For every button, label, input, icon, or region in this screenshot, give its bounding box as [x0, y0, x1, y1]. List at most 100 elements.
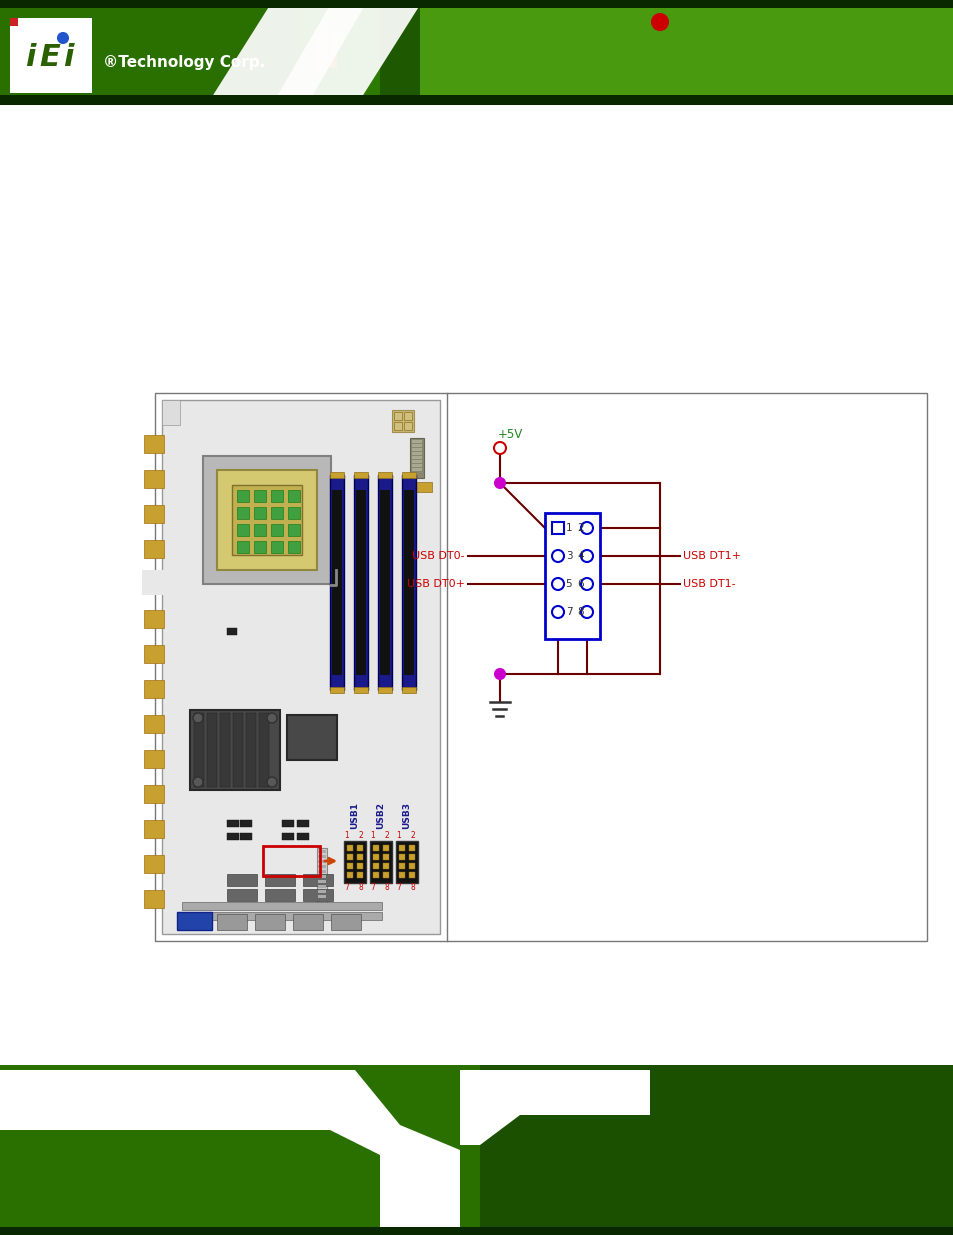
- Text: 2: 2: [410, 831, 415, 841]
- Bar: [263, 846, 319, 876]
- Bar: [370, 841, 392, 883]
- Bar: [401, 475, 416, 690]
- Bar: [227, 874, 256, 885]
- Bar: [287, 715, 336, 760]
- Bar: [377, 472, 392, 478]
- Bar: [253, 524, 266, 536]
- Bar: [216, 471, 316, 571]
- Bar: [142, 571, 166, 595]
- Text: E: E: [39, 43, 60, 73]
- Bar: [479, 1065, 953, 1235]
- Bar: [410, 482, 432, 492]
- Text: 2: 2: [358, 831, 363, 841]
- Bar: [409, 872, 415, 878]
- Bar: [271, 508, 283, 519]
- Bar: [144, 855, 164, 873]
- Bar: [317, 885, 326, 888]
- Text: 4: 4: [578, 551, 583, 561]
- Bar: [354, 475, 368, 690]
- Bar: [227, 832, 239, 840]
- Bar: [0, 1065, 953, 1235]
- Bar: [317, 881, 326, 883]
- Text: 8: 8: [358, 883, 363, 892]
- Bar: [0, 0, 399, 105]
- Bar: [240, 832, 252, 840]
- Bar: [296, 820, 309, 827]
- Text: 2: 2: [384, 831, 389, 841]
- Bar: [377, 687, 392, 693]
- Bar: [403, 422, 412, 430]
- Circle shape: [651, 14, 667, 30]
- Text: +5V: +5V: [497, 427, 522, 441]
- Text: 8: 8: [384, 883, 389, 892]
- Text: USB3: USB3: [402, 802, 411, 829]
- Bar: [552, 522, 563, 534]
- Circle shape: [58, 33, 68, 43]
- Bar: [347, 872, 353, 878]
- Bar: [412, 452, 421, 454]
- Circle shape: [495, 478, 504, 488]
- Bar: [377, 475, 392, 690]
- Bar: [317, 869, 326, 873]
- Text: 1: 1: [396, 831, 401, 841]
- Bar: [382, 863, 389, 869]
- Text: 7: 7: [396, 883, 401, 892]
- Bar: [232, 485, 302, 555]
- Text: 3: 3: [565, 551, 572, 561]
- Bar: [331, 914, 360, 930]
- Bar: [316, 848, 327, 903]
- Bar: [330, 475, 344, 690]
- Circle shape: [580, 606, 593, 618]
- Bar: [144, 785, 164, 803]
- Text: USB DT0+: USB DT0+: [407, 579, 464, 589]
- Bar: [190, 710, 280, 790]
- Text: USB1: USB1: [350, 802, 359, 829]
- Bar: [236, 490, 249, 501]
- Bar: [412, 440, 421, 443]
- Bar: [233, 713, 243, 787]
- Bar: [203, 456, 331, 584]
- Bar: [254, 914, 285, 930]
- Bar: [0, 0, 419, 105]
- Circle shape: [193, 777, 203, 787]
- Circle shape: [580, 550, 593, 562]
- Bar: [332, 490, 341, 676]
- Text: 6: 6: [578, 579, 583, 589]
- Bar: [317, 850, 326, 853]
- Bar: [144, 471, 164, 488]
- Bar: [265, 874, 294, 885]
- Text: 7: 7: [370, 883, 375, 892]
- Polygon shape: [274, 5, 365, 100]
- Bar: [144, 750, 164, 768]
- Polygon shape: [459, 1070, 649, 1145]
- Bar: [398, 845, 405, 851]
- Bar: [0, 1065, 953, 1235]
- Text: 1: 1: [565, 522, 572, 534]
- Bar: [412, 464, 421, 467]
- Bar: [144, 715, 164, 734]
- Bar: [347, 845, 353, 851]
- Text: 7: 7: [344, 883, 349, 892]
- Bar: [410, 438, 423, 478]
- Bar: [271, 490, 283, 501]
- Bar: [347, 853, 353, 860]
- Text: USB DT0-: USB DT0-: [412, 551, 464, 561]
- Bar: [347, 863, 353, 869]
- Bar: [296, 832, 309, 840]
- Bar: [373, 853, 378, 860]
- Bar: [398, 863, 405, 869]
- Polygon shape: [0, 1070, 459, 1230]
- Bar: [0, 95, 953, 105]
- Bar: [240, 820, 252, 827]
- Bar: [144, 680, 164, 698]
- Bar: [317, 890, 326, 893]
- Bar: [227, 889, 256, 902]
- Bar: [409, 853, 415, 860]
- Bar: [409, 863, 415, 869]
- Circle shape: [193, 713, 203, 722]
- Bar: [409, 845, 415, 851]
- Bar: [303, 889, 333, 902]
- Bar: [144, 820, 164, 839]
- Bar: [403, 412, 412, 420]
- Bar: [399, 0, 953, 105]
